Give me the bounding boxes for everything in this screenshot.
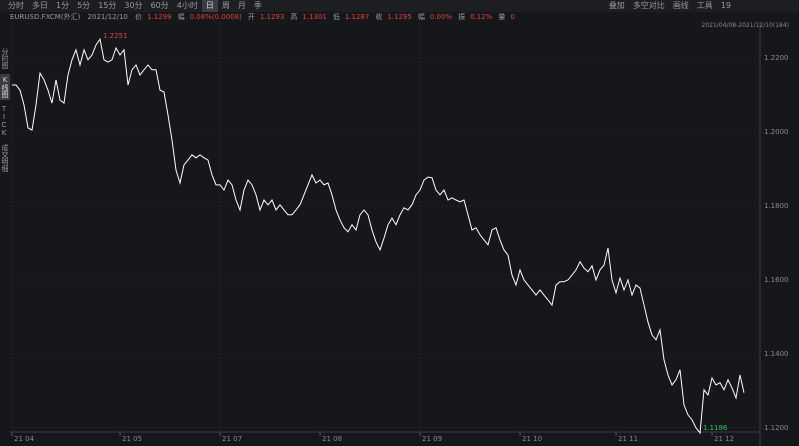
field-value: 1.1293 xyxy=(259,13,285,21)
y-tick-label: 1.1400 xyxy=(764,350,789,358)
period-button[interactable]: 多日 xyxy=(32,1,48,10)
date: 2021/12/10 xyxy=(87,13,128,21)
field-value: 1.1301 xyxy=(302,13,327,21)
side-tab[interactable]: TICK xyxy=(0,105,8,137)
info-bar: EURUSD.FXCM(外汇) 2021/12/10 价 1.1299 幅 0.08%… xyxy=(10,12,526,22)
field-label: 幅 xyxy=(417,13,425,21)
field-value: 1.1299 xyxy=(147,13,172,21)
x-tick-label: 21 05 xyxy=(122,435,142,443)
field-value: 0.12% xyxy=(470,13,493,21)
period-button[interactable]: 1分 xyxy=(56,1,70,10)
y-tick-label: 1.2200 xyxy=(764,54,789,62)
side-tabs: 分时图 K线图 TICK 成交明细 xyxy=(0,46,10,177)
y-tick-label: 1.1800 xyxy=(764,202,789,210)
field-label: 高 xyxy=(290,13,298,21)
extreme-label: 1.1186 xyxy=(703,424,728,432)
side-tab[interactable]: 分时图 xyxy=(1,48,9,69)
field-value: 0.08%(0.0008) xyxy=(189,13,242,21)
symbol: EURUSD.FXCM(外汇) xyxy=(10,13,81,21)
period-button[interactable]: 15分 xyxy=(98,1,117,10)
y-tick-label: 1.1200 xyxy=(764,424,789,432)
period-button[interactable]: 分时 xyxy=(8,1,24,10)
field-label: 收 xyxy=(375,13,383,21)
tool-button[interactable]: 多空对比 xyxy=(632,1,665,10)
field-value: 0.00% xyxy=(429,13,453,21)
side-tab[interactable]: K线图 xyxy=(0,74,10,100)
period-button[interactable]: 日 xyxy=(201,0,218,12)
price-line xyxy=(12,37,745,435)
field-label: 幅 xyxy=(177,13,185,21)
fields: 价 1.1299 幅 0.08%(0.0008) 开 1.1293 高 1.1301 低 1.12… xyxy=(135,13,521,21)
field-label: 开 xyxy=(247,13,255,21)
tool-button[interactable]: 画线 xyxy=(672,1,689,10)
x-tick-label: 21 10 xyxy=(522,435,542,443)
period-button[interactable]: 周 xyxy=(221,1,230,10)
tool-group: 叠加 多空对比 画线 工具 19 xyxy=(601,0,739,12)
y-tick-label: 1.2000 xyxy=(764,128,789,136)
x-tick-label: 21 04 xyxy=(14,435,35,443)
period-button[interactable]: 季 xyxy=(253,1,262,10)
toolbar: 分时 多日 1分 5分 15分 30分 60分 4小时日周月季 叠加 多空对比 画线 工具 19 xyxy=(0,0,799,12)
x-tick-label: 21 12 xyxy=(714,435,734,443)
y-tick-label: 1.1600 xyxy=(764,276,789,284)
period-button[interactable]: 60分 xyxy=(150,1,169,10)
period-button[interactable]: 5分 xyxy=(77,1,91,10)
period-button[interactable]: 4小时 xyxy=(176,1,198,10)
field-label: 量 xyxy=(498,13,506,21)
field-value: 1.1287 xyxy=(344,13,370,21)
tool-button[interactable]: 19 xyxy=(720,1,731,10)
field-label: 振 xyxy=(458,13,466,21)
x-tick-label: 21 07 xyxy=(222,435,242,443)
x-tick-label: 21 09 xyxy=(422,435,442,443)
period-button[interactable]: 月 xyxy=(237,1,246,10)
field-value: 0 xyxy=(510,13,515,21)
period-group: 分时 多日 1分 5分 15分 30分 60分 4小时日周月季 xyxy=(0,0,270,12)
extreme-label: 1.2251 xyxy=(103,32,128,40)
tool-button[interactable]: 工具 xyxy=(696,1,713,10)
field-value: 1.1295 xyxy=(387,13,412,21)
x-tick-label: 21 08 xyxy=(322,435,342,443)
x-tick-label: 21 11 xyxy=(618,435,638,443)
period-button[interactable]: 30分 xyxy=(124,1,143,10)
field-label: 低 xyxy=(332,13,340,21)
range: 2021/04/08-2021/12/10(184) xyxy=(701,22,789,29)
side-tab[interactable]: 成交明细 xyxy=(1,144,9,172)
tool-button[interactable]: 叠加 xyxy=(608,1,625,10)
field-label: 价 xyxy=(135,13,143,21)
